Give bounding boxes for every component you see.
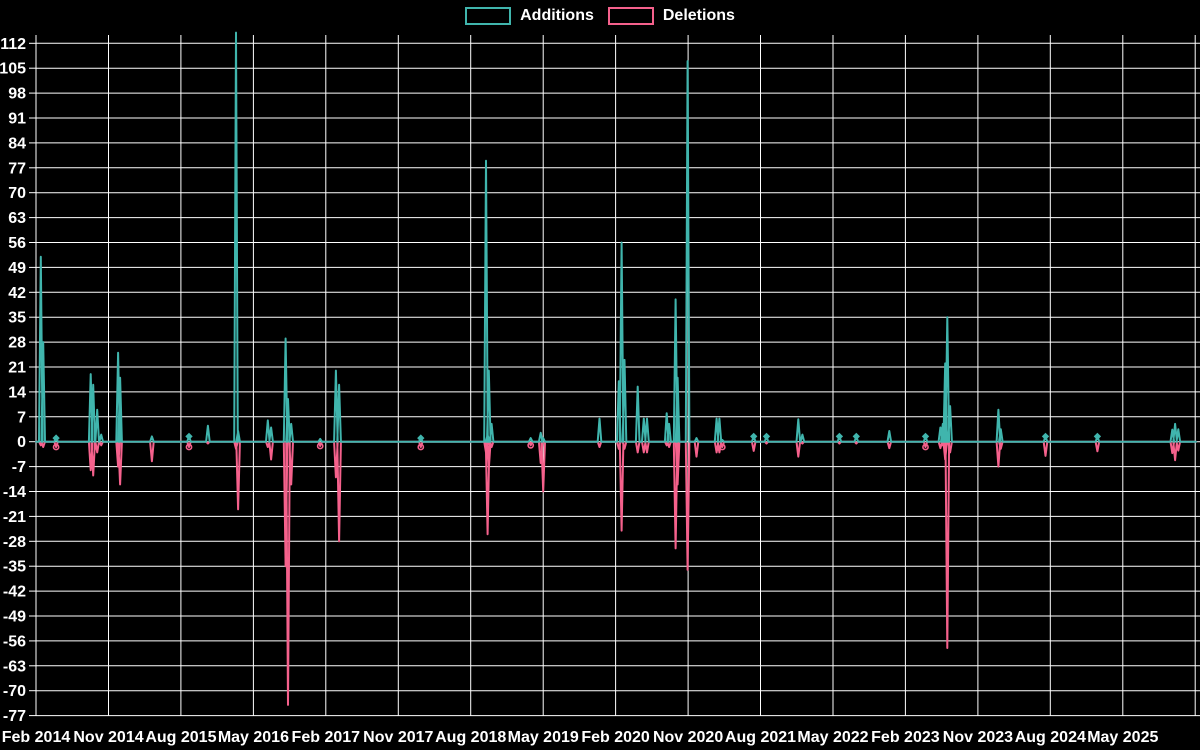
deletions-point-marker [185,443,193,451]
svg-text:Aug 2018: Aug 2018 [435,729,506,746]
svg-text:May 2016: May 2016 [218,729,289,746]
additions-swatch-icon [465,7,512,25]
additions-point-marker [1093,432,1102,441]
svg-text:Nov 2014: Nov 2014 [73,729,143,746]
svg-text:-35: -35 [3,559,26,576]
deletions-point-marker [922,443,929,451]
deletions-point-marker [417,443,425,451]
svg-text:May 2025: May 2025 [1087,729,1158,746]
svg-text:Feb 2014: Feb 2014 [2,729,71,746]
deletions-point-marker [527,441,535,449]
deletions-swatch-icon [607,7,654,25]
svg-text:112: 112 [0,36,26,53]
svg-text:70: 70 [8,185,26,202]
svg-text:98: 98 [8,86,26,103]
svg-text:May 2019: May 2019 [508,729,579,746]
additions-point-marker [750,432,758,441]
additions-legend-label: Additions [520,7,594,24]
svg-text:42: 42 [8,285,26,302]
svg-text:21: 21 [8,360,26,377]
svg-text:91: 91 [8,111,26,128]
y-axis-labels: 1121059891847770635649423528211470-7-14-… [0,36,26,725]
x-axis-labels: Feb 2014 Nov 2014 Aug 2015 May 2016 Feb 2017… [2,729,1159,746]
svg-text:Feb 2020: Feb 2020 [581,729,650,746]
svg-text:-77: -77 [3,708,26,725]
svg-text:28: 28 [8,335,26,352]
svg-text:63: 63 [8,210,26,227]
chart-legend: Additions Deletions [0,7,1200,25]
svg-text:-63: -63 [3,658,26,675]
additions-line [35,31,1197,443]
svg-text:-56: -56 [3,633,26,650]
svg-text:Aug 2021: Aug 2021 [725,729,796,746]
svg-text:Nov 2017: Nov 2017 [363,729,433,746]
additions-point-marker [52,434,60,442]
additions-point-marker [852,432,860,441]
svg-text:84: 84 [8,135,26,152]
deletions-point-marker [316,442,324,450]
svg-text:0: 0 [17,434,26,451]
svg-text:105: 105 [0,61,26,78]
svg-text:-21: -21 [3,509,26,526]
svg-text:7: 7 [17,409,26,426]
additions-point-marker [1041,432,1050,441]
svg-text:-42: -42 [3,584,26,601]
additions-point-marker [417,434,425,442]
deletions-point-marker [718,443,726,451]
additions-point-marker [762,432,771,441]
svg-text:Aug 2024: Aug 2024 [1015,729,1086,746]
additions-point-marker [835,432,844,441]
additions-point-marker [185,432,193,441]
svg-text:Feb 2023: Feb 2023 [871,729,940,746]
svg-text:Feb 2017: Feb 2017 [292,729,361,746]
deletions-point-marker [52,443,60,451]
svg-text:14: 14 [8,384,26,401]
grid-lines [29,35,1200,717]
svg-text:35: 35 [8,310,26,327]
svg-text:-49: -49 [3,609,26,626]
svg-text:Nov 2023: Nov 2023 [943,729,1013,746]
additions-point-marker [921,432,930,441]
svg-text:-70: -70 [3,683,26,700]
svg-text:Aug 2015: Aug 2015 [145,729,216,746]
legend-entry-additions: Additions [465,7,594,25]
svg-text:-28: -28 [3,534,26,551]
svg-text:56: 56 [8,235,26,252]
legend-entry-deletions: Deletions [607,7,735,25]
svg-text:May 2022: May 2022 [797,729,868,746]
deletions-legend-label: Deletions [662,7,735,24]
svg-text:Nov 2020: Nov 2020 [653,729,723,746]
svg-text:-14: -14 [3,484,26,501]
svg-text:77: 77 [8,160,26,177]
svg-text:49: 49 [8,260,26,277]
svg-text:-7: -7 [12,459,26,476]
